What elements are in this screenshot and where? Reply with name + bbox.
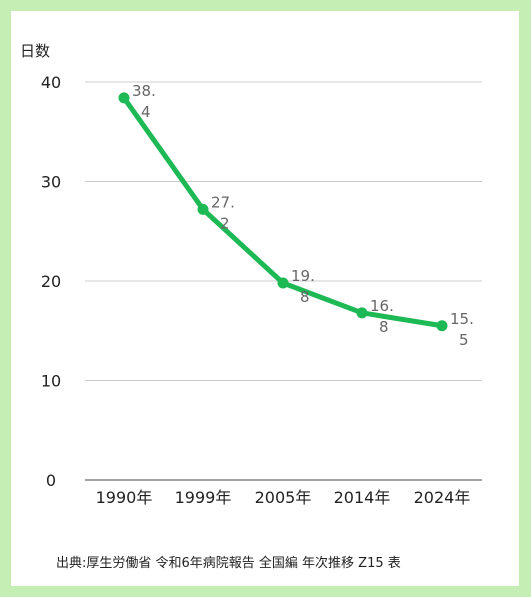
data-point [436,320,448,332]
y-axis-unit-label: 日数 [20,42,50,60]
data-label: 27. 2 [211,193,235,232]
source-note: 出典:厚生労働省 令和6年病院報告 全国編 年次推移 Z15 表 [56,556,401,571]
y-tick-label: 40 [41,73,61,92]
data-point [197,203,209,215]
data-point [356,307,368,319]
line-chart: 日数 0 10 20 30 40 1990年 1999年 2005年 2014年 2024年 3… [20,42,482,507]
data-label: 38. 4 [132,82,156,121]
x-tick-label: 2024年 [414,488,471,507]
x-tick-label: 1990年 [96,488,153,507]
data-point [118,92,130,104]
data-label: 15. 5 [450,310,474,349]
x-tick-label: 1999年 [175,488,232,507]
data-point [277,277,289,289]
x-tick-label: 2005年 [255,488,312,507]
chart-card: 日数 0 10 20 30 40 1990年 1999年 2005年 2014年 2024年 3… [11,11,519,586]
data-label: 19. 8 [291,267,315,306]
y-tick-label: 20 [41,272,61,291]
x-tick-label: 2014年 [334,488,391,507]
y-tick-label: 30 [41,173,61,192]
series-line [121,95,445,329]
y-tick-label: 0 [46,471,56,490]
data-label: 16. 8 [370,297,394,336]
y-tick-label: 10 [41,372,61,391]
